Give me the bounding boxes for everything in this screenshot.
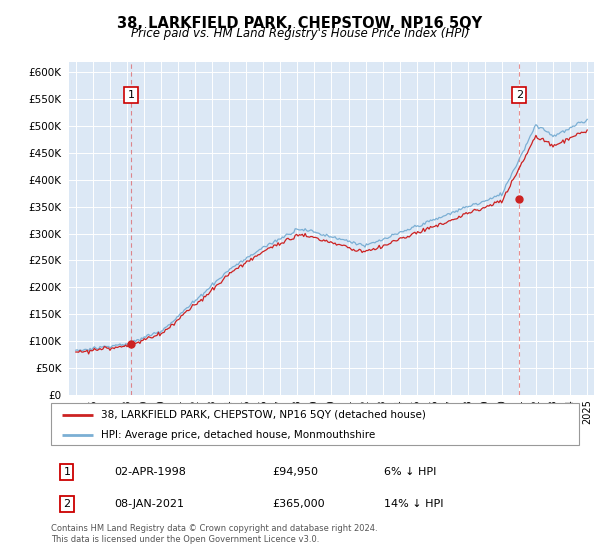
Text: Contains HM Land Registry data © Crown copyright and database right 2024.
This d: Contains HM Land Registry data © Crown c… [51,524,377,544]
Text: £94,950: £94,950 [273,466,319,477]
Text: 2: 2 [63,499,70,509]
Text: 14% ↓ HPI: 14% ↓ HPI [383,499,443,509]
Text: 02-APR-1998: 02-APR-1998 [115,466,186,477]
Text: 1: 1 [128,90,135,100]
Text: 6% ↓ HPI: 6% ↓ HPI [383,466,436,477]
FancyBboxPatch shape [51,403,579,445]
Text: 1: 1 [64,466,70,477]
Text: 38, LARKFIELD PARK, CHEPSTOW, NP16 5QY: 38, LARKFIELD PARK, CHEPSTOW, NP16 5QY [118,16,482,31]
Text: Price paid vs. HM Land Registry's House Price Index (HPI): Price paid vs. HM Land Registry's House … [131,27,469,40]
Text: 38, LARKFIELD PARK, CHEPSTOW, NP16 5QY (detached house): 38, LARKFIELD PARK, CHEPSTOW, NP16 5QY (… [101,409,426,419]
Text: £365,000: £365,000 [273,499,325,509]
Text: HPI: Average price, detached house, Monmouthshire: HPI: Average price, detached house, Monm… [101,430,376,440]
Text: 2: 2 [516,90,523,100]
Text: 08-JAN-2021: 08-JAN-2021 [115,499,184,509]
